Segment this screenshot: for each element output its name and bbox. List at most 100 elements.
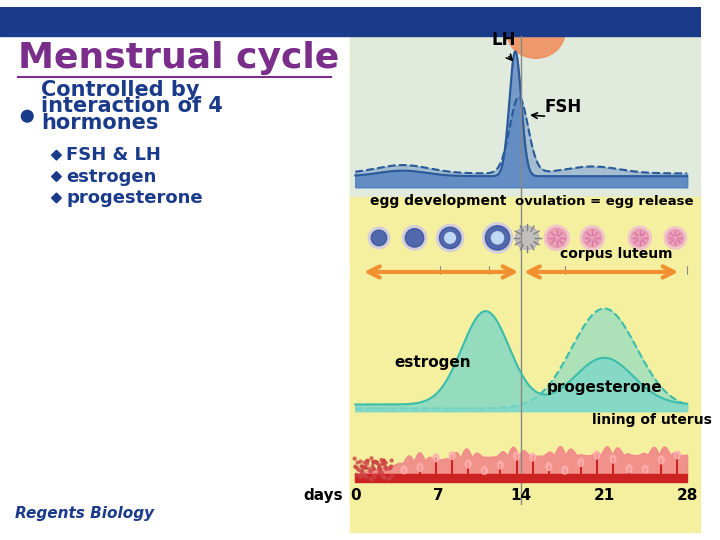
Text: progesterone: progesterone [546, 380, 662, 395]
Circle shape [547, 228, 567, 248]
Ellipse shape [513, 452, 519, 460]
Text: FSH & LH: FSH & LH [66, 146, 161, 164]
Ellipse shape [562, 467, 567, 474]
Circle shape [371, 464, 374, 468]
Circle shape [360, 465, 363, 468]
Text: FSH: FSH [545, 98, 582, 116]
Ellipse shape [433, 454, 439, 462]
Circle shape [580, 226, 605, 250]
Bar [351, 36, 701, 197]
Circle shape [374, 460, 377, 463]
Circle shape [583, 228, 602, 247]
Circle shape [382, 459, 385, 462]
Circle shape [390, 459, 393, 462]
Bar [0, 7, 701, 36]
Circle shape [374, 474, 377, 477]
Circle shape [631, 229, 649, 247]
Circle shape [372, 230, 387, 246]
Circle shape [381, 462, 384, 465]
Text: LH: LH [491, 31, 516, 49]
Circle shape [492, 232, 503, 244]
Circle shape [383, 476, 386, 479]
Circle shape [372, 461, 374, 463]
Circle shape [384, 465, 387, 469]
Bar [351, 197, 701, 265]
Text: days: days [304, 488, 343, 503]
Circle shape [436, 224, 464, 252]
Circle shape [390, 465, 392, 468]
Circle shape [356, 461, 359, 464]
Bar [0, 36, 351, 533]
Circle shape [372, 468, 375, 470]
Ellipse shape [449, 452, 455, 460]
Circle shape [373, 476, 376, 478]
Circle shape [364, 467, 367, 470]
Circle shape [378, 465, 381, 469]
Text: estrogen: estrogen [394, 355, 471, 370]
Circle shape [366, 460, 369, 463]
Circle shape [368, 227, 390, 248]
Text: 7: 7 [433, 488, 444, 503]
Polygon shape [52, 172, 61, 181]
Ellipse shape [401, 466, 407, 474]
Text: 28: 28 [677, 488, 698, 503]
Circle shape [363, 466, 366, 469]
Circle shape [544, 225, 570, 251]
Circle shape [445, 233, 456, 243]
Circle shape [22, 110, 33, 122]
Ellipse shape [658, 456, 665, 464]
Ellipse shape [465, 460, 471, 468]
Circle shape [362, 474, 365, 477]
Circle shape [516, 226, 539, 249]
Circle shape [439, 227, 461, 248]
Circle shape [360, 470, 363, 473]
Circle shape [378, 471, 381, 475]
Circle shape [370, 478, 373, 481]
Ellipse shape [594, 451, 600, 459]
Text: progesterone: progesterone [66, 189, 203, 207]
Circle shape [384, 476, 387, 479]
Circle shape [485, 226, 510, 250]
Circle shape [390, 474, 393, 477]
Text: Regents Biology: Regents Biology [14, 506, 154, 521]
Bar [355, 475, 687, 482]
Bar [351, 36, 701, 533]
Ellipse shape [578, 458, 584, 467]
Circle shape [365, 476, 368, 479]
Text: 21: 21 [593, 488, 615, 503]
Polygon shape [52, 193, 61, 203]
Text: ovulation = egg release: ovulation = egg release [515, 195, 693, 208]
Circle shape [380, 458, 383, 461]
Circle shape [370, 457, 373, 460]
Ellipse shape [530, 453, 536, 461]
Circle shape [359, 475, 361, 477]
Circle shape [402, 226, 427, 250]
Circle shape [354, 465, 356, 468]
Circle shape [376, 461, 379, 464]
Bar [351, 416, 701, 484]
Ellipse shape [417, 463, 423, 471]
Bar [351, 36, 701, 197]
Circle shape [382, 460, 385, 462]
Circle shape [388, 477, 391, 480]
Circle shape [362, 473, 365, 476]
Text: estrogen: estrogen [66, 167, 156, 186]
Ellipse shape [482, 467, 487, 474]
Text: Menstrual cycle: Menstrual cycle [17, 42, 339, 76]
Circle shape [364, 461, 366, 464]
Text: 0: 0 [350, 488, 361, 503]
Circle shape [389, 467, 392, 470]
Circle shape [369, 477, 372, 481]
Circle shape [372, 467, 375, 470]
Circle shape [380, 471, 384, 474]
Circle shape [482, 223, 513, 253]
Ellipse shape [675, 451, 680, 459]
Circle shape [405, 228, 424, 247]
Circle shape [382, 463, 385, 466]
Circle shape [667, 230, 683, 246]
Circle shape [664, 227, 686, 249]
Circle shape [376, 462, 379, 464]
Circle shape [353, 457, 356, 460]
Circle shape [628, 226, 652, 249]
Circle shape [372, 461, 375, 464]
